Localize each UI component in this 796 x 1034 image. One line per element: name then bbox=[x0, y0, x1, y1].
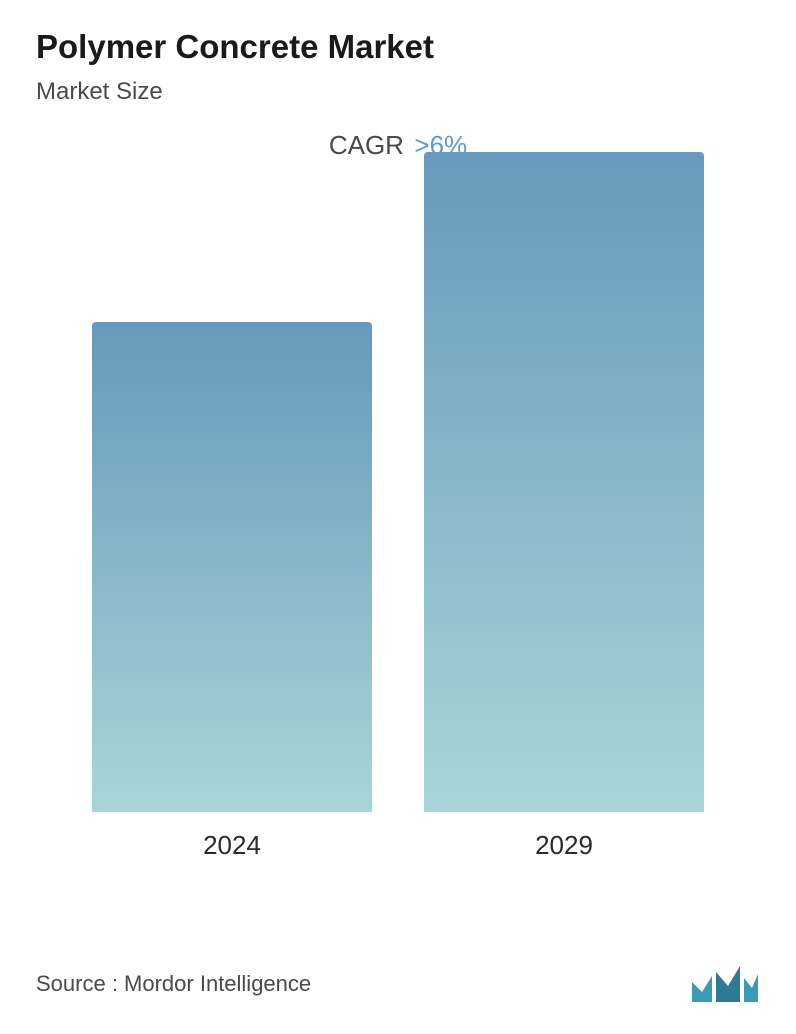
chart-subtitle: Market Size bbox=[36, 78, 760, 106]
bar-chart: 2024 2029 bbox=[36, 181, 760, 861]
chart-footer: Source : Mordor Intelligence bbox=[36, 964, 760, 1004]
bar-group-1: 2029 bbox=[424, 152, 704, 861]
bar-label-2029: 2029 bbox=[535, 830, 593, 861]
bar-label-2024: 2024 bbox=[203, 830, 261, 861]
bar-group-0: 2024 bbox=[92, 322, 372, 861]
chart-title: Polymer Concrete Market bbox=[36, 28, 760, 66]
mordor-logo-icon bbox=[690, 964, 760, 1004]
chart-container: Polymer Concrete Market Market Size CAGR… bbox=[0, 0, 796, 1034]
bar-2029 bbox=[424, 152, 704, 812]
bar-2024 bbox=[92, 322, 372, 812]
cagr-label: CAGR bbox=[329, 130, 404, 160]
source-attribution: Source : Mordor Intelligence bbox=[36, 971, 311, 997]
